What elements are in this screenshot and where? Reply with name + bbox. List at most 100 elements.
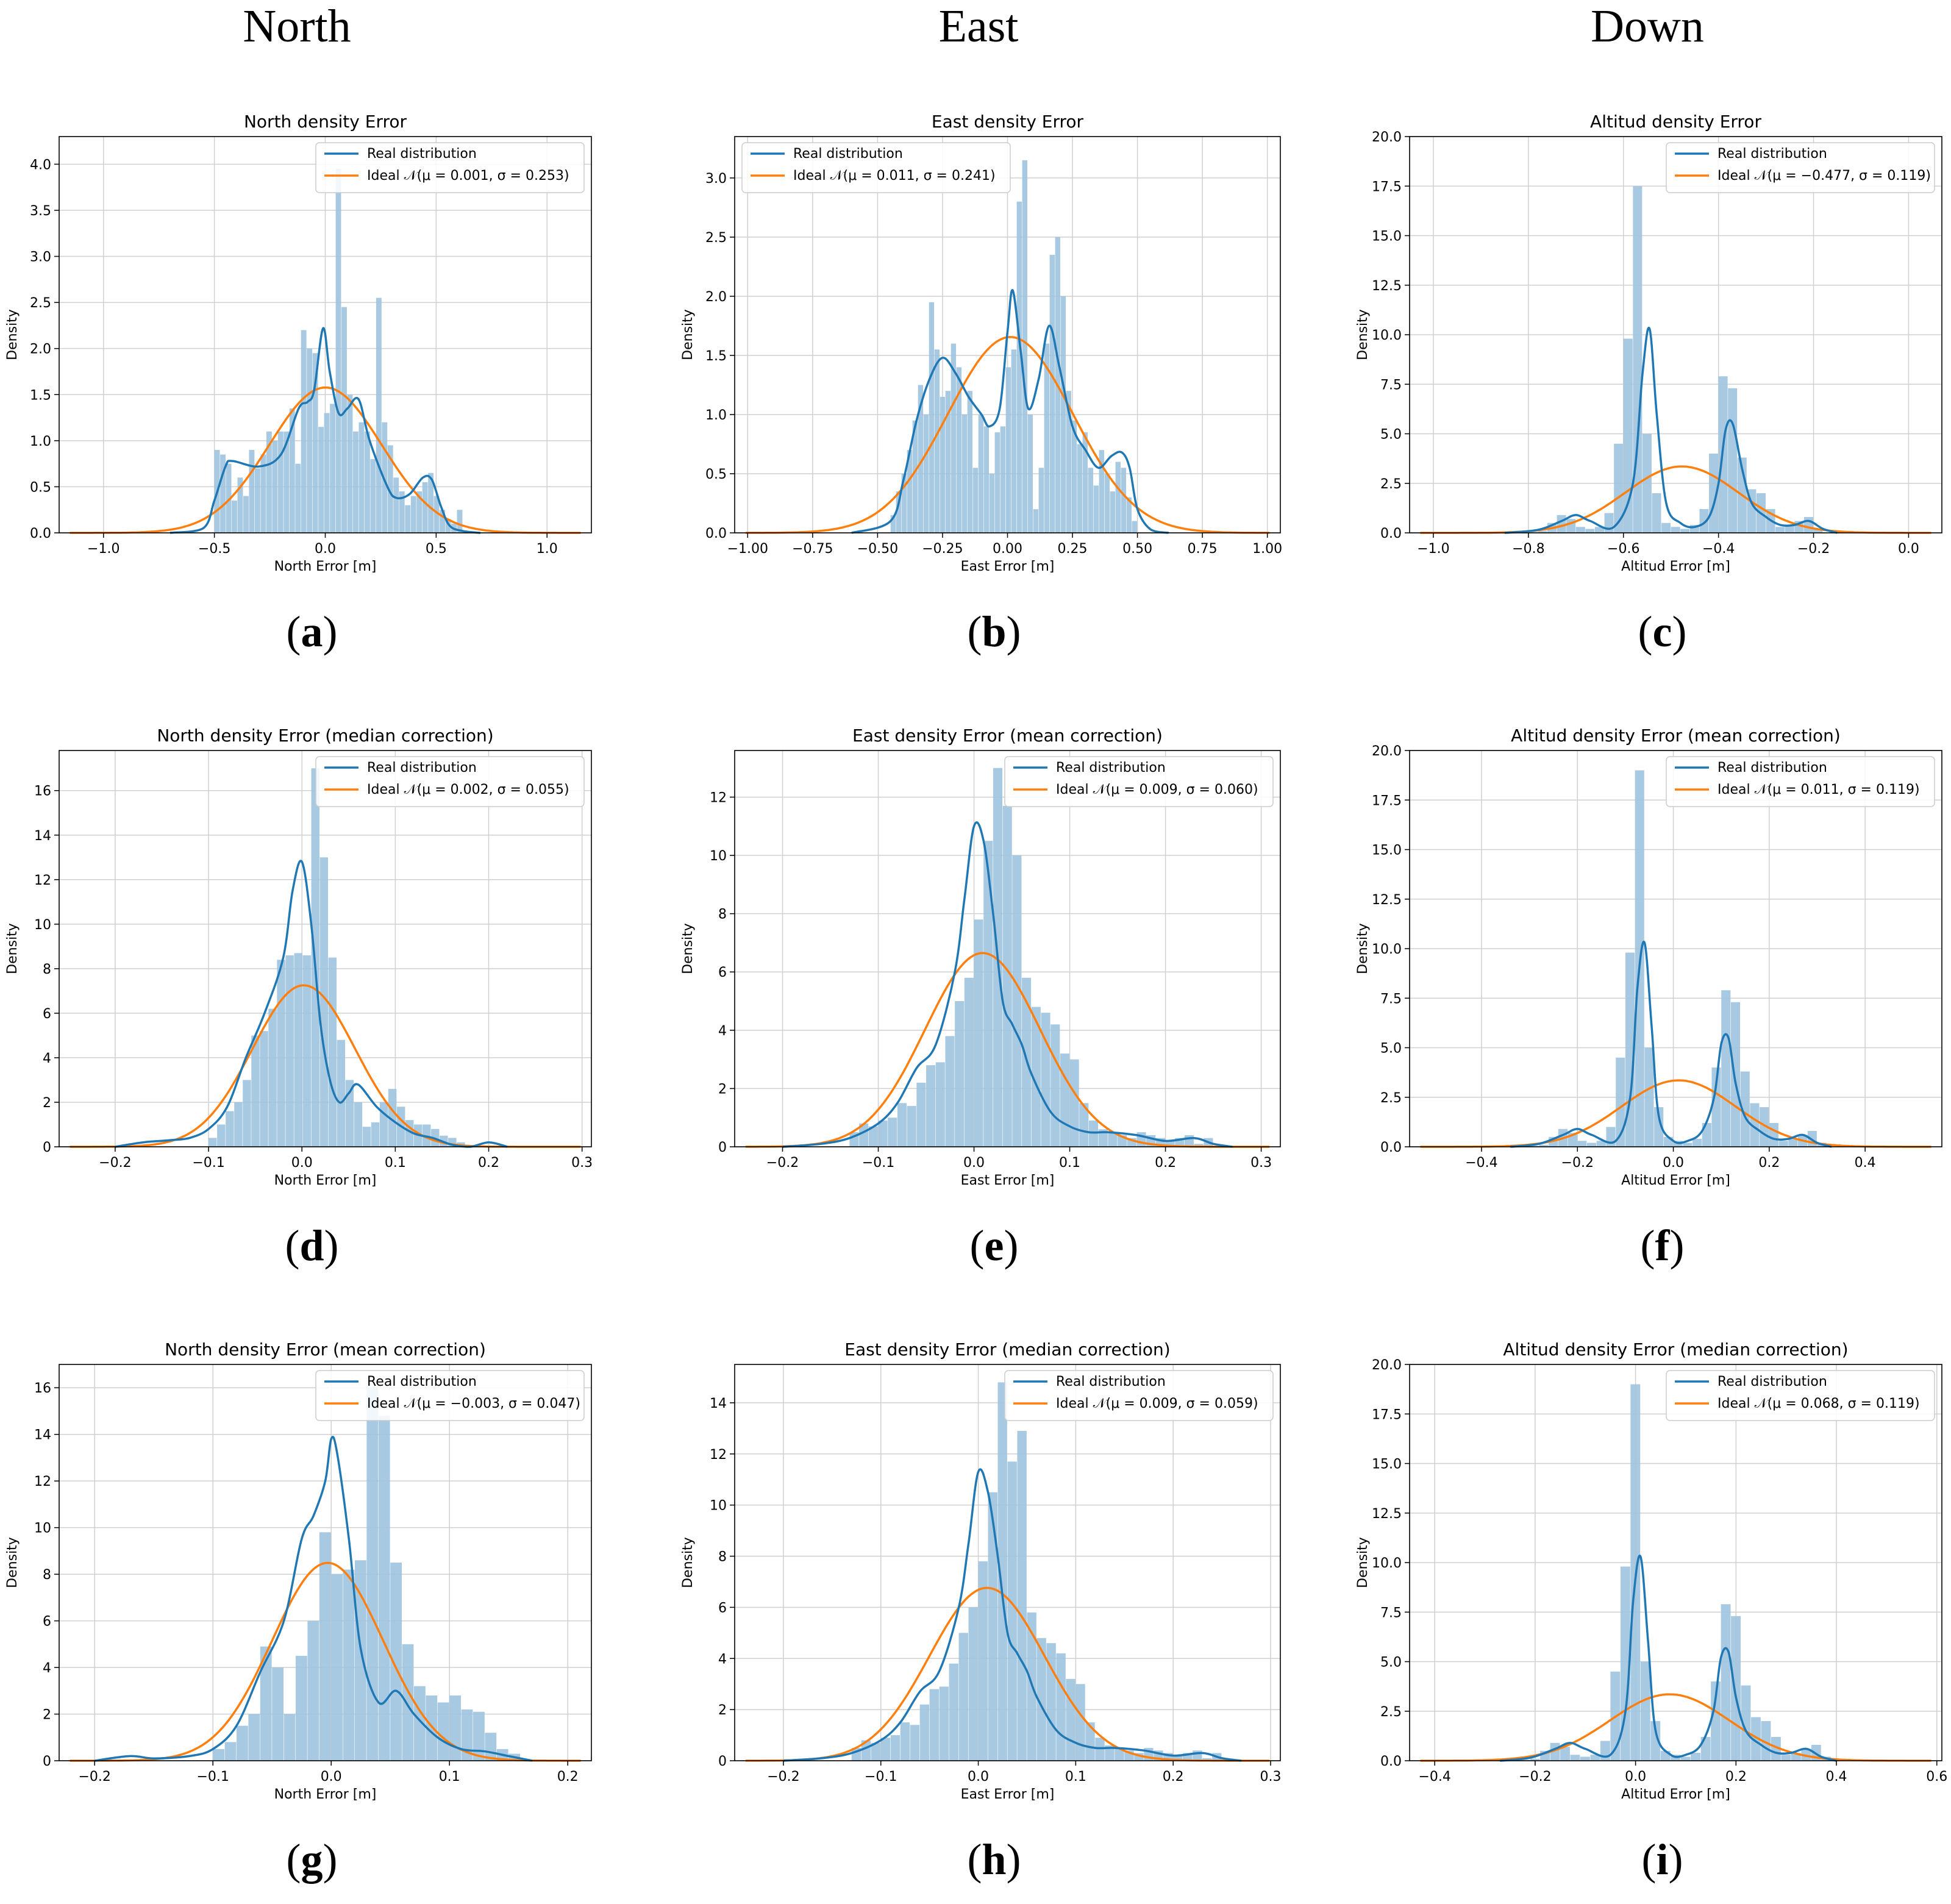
histogram-bar <box>331 1574 343 1761</box>
y-tick-label: 12 <box>710 790 727 805</box>
histogram-bar <box>1652 493 1661 533</box>
y-axis-label: Density <box>5 309 20 360</box>
axes-frame <box>734 750 1281 1147</box>
histogram-bar <box>426 1695 438 1761</box>
legend-entry-real-distribution: Real distribution <box>1056 1374 1166 1389</box>
y-axis-label: Density <box>680 309 696 360</box>
panel-label: (c) <box>1638 607 1687 656</box>
x-tick-label: 0.2 <box>557 1769 579 1785</box>
histogram-bar <box>1781 1755 1791 1761</box>
histogram-bar <box>237 1725 248 1761</box>
x-tick-label: 0.25 <box>1058 541 1088 557</box>
histogram-bar <box>1642 433 1652 533</box>
histogram-bar <box>1761 1721 1771 1761</box>
histogram-bar <box>376 298 382 533</box>
histogram-bar <box>1016 201 1022 533</box>
x-tick-label: 1.0 <box>537 541 558 557</box>
legend-entry-ideal-normal: Ideal 𝒩(μ = 0.009, σ = 0.059) <box>1056 1396 1258 1411</box>
x-tick-label: −0.1 <box>862 1155 894 1171</box>
y-tick-label: 2.5 <box>705 230 727 246</box>
legend-entry-ideal-normal: Ideal 𝒩(μ = 0.009, σ = 0.060) <box>1056 782 1258 797</box>
histogram-bar <box>353 431 358 533</box>
histogram-bar <box>277 960 285 1147</box>
y-tick-label: 20.0 <box>1372 130 1402 145</box>
histogram-bar <box>382 422 388 533</box>
histogram-bar <box>232 501 237 533</box>
histogram-bar <box>1105 1745 1115 1761</box>
histogram-bar <box>951 343 957 533</box>
x-tick-label: 0.4 <box>1826 1769 1847 1785</box>
y-axis-label: Density <box>680 1537 696 1588</box>
histogram-bar <box>319 857 329 1147</box>
ideal-normal-curve <box>1420 1079 1931 1148</box>
histogram-bar <box>1077 444 1083 533</box>
real-distribution-kde-curve <box>851 289 1169 534</box>
histogram-bar <box>1580 1756 1590 1761</box>
histogram-bar <box>912 420 918 533</box>
histogram-bar <box>1788 1139 1798 1147</box>
y-tick-label: 14 <box>710 1396 727 1411</box>
histogram-bar <box>1680 529 1690 533</box>
histogram-bar <box>440 510 446 533</box>
legend-box <box>1004 1370 1274 1421</box>
y-tick-label: 0 <box>43 1140 51 1155</box>
histogram-bar <box>370 459 376 533</box>
y-tick-label: 5.0 <box>1380 427 1402 443</box>
histogram-bar <box>1614 443 1624 533</box>
histogram-bar <box>1728 388 1738 533</box>
y-tick-label: 3.5 <box>30 204 51 219</box>
histogram-bar <box>1038 468 1044 533</box>
histogram-bar <box>978 414 984 533</box>
histogram-bar <box>871 1742 881 1761</box>
legend-entry-real-distribution: Real distribution <box>1717 1374 1827 1389</box>
histogram-bar <box>1033 509 1039 533</box>
histogram-bar <box>890 1735 901 1761</box>
histogram-bar <box>1002 805 1012 1147</box>
histogram-bar <box>433 496 440 533</box>
histogram-bar <box>1082 432 1088 533</box>
y-axis-label: Density <box>1355 309 1371 360</box>
histogram-bar <box>1606 1127 1616 1147</box>
x-axis-label: North Error [m] <box>274 1787 377 1802</box>
histogram-bar <box>997 1382 1007 1761</box>
histogram-bar <box>983 426 990 533</box>
histogram-bar <box>324 413 330 533</box>
histogram-bar <box>1088 1120 1099 1147</box>
y-tick-label: 3.0 <box>30 250 51 265</box>
histogram-bar <box>234 1102 243 1147</box>
x-axis-label: Altitud Error [m] <box>1621 559 1730 574</box>
y-axis-label: Density <box>5 1537 20 1588</box>
x-tick-label: 0.0 <box>1898 541 1919 557</box>
histogram-bar <box>1126 497 1132 533</box>
chart-panel-b: −1.00 −0.75 −0.50 −0.25 0.00 0.25 0.50 0.75 1.00… <box>680 112 1282 656</box>
chart-title: Altitud density Error (mean correction) <box>1511 726 1841 746</box>
histogram-bar <box>1711 1681 1721 1761</box>
histogram-bar <box>1577 1141 1587 1147</box>
histogram-bar <box>1699 509 1709 533</box>
x-tick-label: −0.2 <box>1561 1155 1594 1171</box>
y-tick-label: 3.0 <box>705 171 727 187</box>
histogram-bar <box>880 1738 891 1761</box>
y-tick-label: 12.5 <box>1372 893 1402 908</box>
histogram-bar <box>428 472 434 533</box>
column-title-north: North <box>243 1 351 52</box>
histogram-bar <box>900 1722 910 1761</box>
histogram-bar <box>916 1082 926 1147</box>
chart-panel-a: −1.0 −0.5 0.0 0.5 1.0 0.0 0.5 1.0 1.5 2.0 2.5 3.0 3.… <box>5 112 592 656</box>
x-tick-label: 0.2 <box>1155 1155 1176 1171</box>
histogram-bar <box>449 1695 461 1761</box>
histogram-bar <box>416 491 423 533</box>
chart-title: East density Error (median correction) <box>844 1339 1170 1360</box>
histogram-bar <box>1184 1135 1194 1147</box>
y-tick-label: 15.0 <box>1372 1457 1402 1472</box>
y-axis-label: Density <box>1355 1537 1371 1588</box>
y-tick-label: 6 <box>43 1007 51 1022</box>
histogram-bar <box>337 1039 346 1147</box>
histogram-bar <box>1721 990 1731 1147</box>
histogram-bar <box>393 477 399 533</box>
y-tick-label: 0.5 <box>705 467 727 482</box>
histogram-bar <box>1731 1616 1741 1761</box>
histogram-bar <box>1769 1123 1778 1147</box>
axes-frame <box>59 1364 592 1761</box>
y-tick-label: 5.0 <box>1380 1041 1402 1057</box>
